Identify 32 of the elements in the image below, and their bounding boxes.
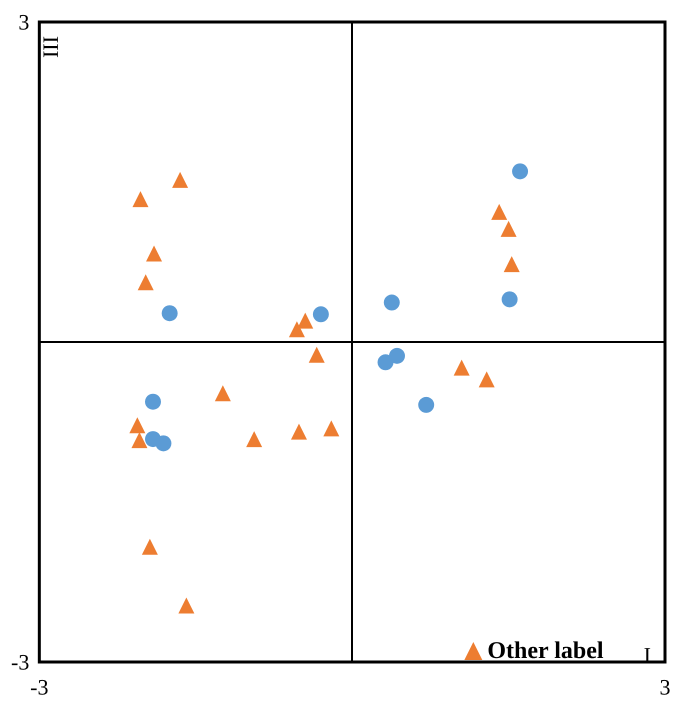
point	[512, 163, 528, 180]
point	[378, 354, 394, 370]
legend-label: Other label	[487, 638, 604, 664]
point	[162, 305, 178, 322]
point	[246, 431, 262, 448]
point	[214, 385, 231, 402]
point	[178, 597, 194, 614]
point	[142, 538, 158, 555]
point	[504, 256, 520, 272]
point	[146, 245, 162, 262]
point	[500, 220, 517, 237]
point	[454, 360, 470, 376]
point	[502, 291, 518, 308]
point	[132, 191, 148, 208]
point	[491, 204, 508, 220]
point	[131, 432, 148, 448]
point	[288, 321, 305, 338]
point	[384, 294, 400, 311]
point	[290, 424, 307, 440]
point	[172, 172, 188, 188]
point	[138, 274, 154, 290]
point	[155, 435, 172, 452]
point	[478, 371, 495, 388]
point	[418, 396, 434, 413]
point	[129, 417, 146, 434]
point	[308, 346, 325, 363]
point	[145, 394, 161, 410]
point	[323, 420, 340, 436]
point	[297, 312, 314, 329]
point	[312, 306, 329, 322]
point	[389, 348, 406, 364]
annotation: III	[38, 36, 64, 58]
